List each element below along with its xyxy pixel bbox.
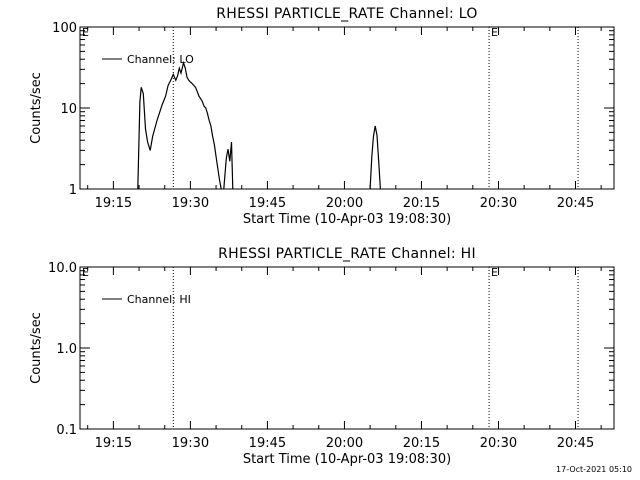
panel1-corner-label: E xyxy=(82,26,89,39)
panel2-x-axis-label: Start Time (10-Apr-03 19:08:30) xyxy=(243,452,451,467)
panel1-x-tick-label: 20:00 xyxy=(326,196,363,211)
panel2-x-tick-label: 19:30 xyxy=(172,436,209,451)
panel1-title: RHESSI PARTICLE_RATE Channel: LO xyxy=(216,6,477,22)
panel2-y-tick-label: 10.0 xyxy=(48,261,77,276)
panel1-series-line xyxy=(223,141,234,190)
panel1-y-axis-label: Counts/sec xyxy=(29,72,44,144)
panel1-y-tick-label: 10 xyxy=(60,102,77,117)
panel1-axes-box xyxy=(79,26,615,190)
panel1-x-tick-label: 20:45 xyxy=(557,196,594,211)
panel2-legend-entry: Channel: HI xyxy=(127,293,191,306)
panel1-x-tick-label: 19:30 xyxy=(172,196,209,211)
panel1-x-tick-label: 20:15 xyxy=(403,196,440,211)
panel2-event-marker-label: E xyxy=(491,266,498,279)
panel1-y-tick-label: 100 xyxy=(52,21,77,36)
panel1-series-line xyxy=(369,125,381,190)
panel2-y-axis-label: Counts/sec xyxy=(29,312,44,384)
panel2-x-tick-label: 20:45 xyxy=(557,436,594,451)
panel2-x-tick-label: 20:00 xyxy=(326,436,363,451)
panel2-x-tick-label: 19:15 xyxy=(95,436,132,451)
panel1-event-marker-label: E xyxy=(491,26,498,39)
panel1-x-tick-label: 19:15 xyxy=(95,196,132,211)
panel1-y-tick-label: 1 xyxy=(69,183,77,198)
panel1-x-tick-label: 19:45 xyxy=(249,196,286,211)
panel2-axes-box xyxy=(79,266,615,430)
panel2-corner-label: E xyxy=(82,266,89,279)
panel2-y-tick-label: 0.1 xyxy=(56,423,77,438)
generation-timestamp: 17-Oct-2021 05:10 xyxy=(556,465,632,474)
panel2-x-tick-label: 20:15 xyxy=(403,436,440,451)
panel2-y-tick-label: 1.0 xyxy=(56,342,77,357)
panel1-x-tick-label: 20:30 xyxy=(480,196,517,211)
panel2-x-tick-label: 19:45 xyxy=(249,436,286,451)
panel2-x-tick-label: 20:30 xyxy=(480,436,517,451)
panel1-x-axis-label: Start Time (10-Apr-03 19:08:30) xyxy=(243,212,451,227)
panel1-series-line xyxy=(137,60,222,190)
panel2-title: RHESSI PARTICLE_RATE Channel: HI xyxy=(218,246,476,262)
panel1-legend-entry: Channel: LO xyxy=(127,53,194,66)
